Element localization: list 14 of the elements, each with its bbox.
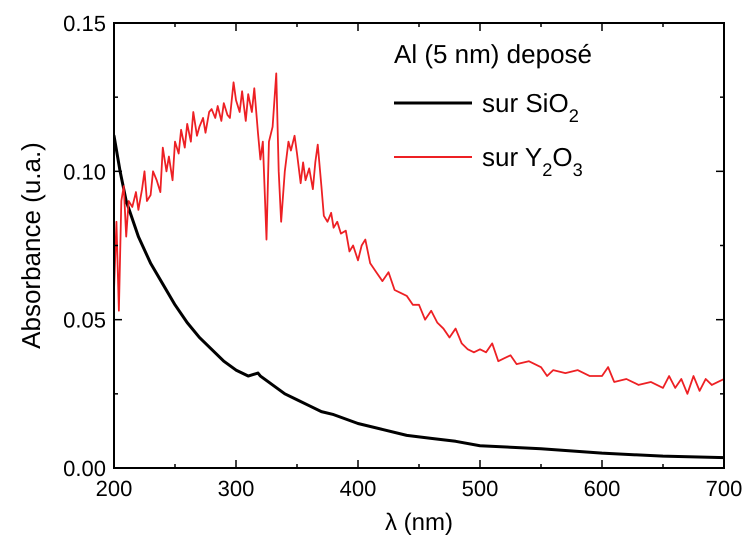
x-tick-label: 400 [340, 476, 376, 501]
y-tick-label: 0.10 [63, 159, 106, 184]
legend-label: sur SiO$_{2}$ [482, 88, 579, 126]
line-series [114, 72, 724, 395]
legend-title: Al (5 nm) deposé [394, 39, 592, 69]
y-tick-label: 0.15 [63, 11, 106, 36]
x-tick-label: 700 [706, 476, 742, 501]
legend-label: sur Y$_{2}$O$_{3}$ [482, 142, 583, 180]
y-axis-title: Absorbance (u.a.) [16, 142, 46, 349]
x-tick-label: 600 [584, 476, 620, 501]
x-tick-label: 500 [462, 476, 498, 501]
y-tick-label: 0.05 [63, 308, 106, 333]
x-tick-label: 300 [218, 476, 254, 501]
x-axis-title: λ (nm) [385, 509, 453, 536]
